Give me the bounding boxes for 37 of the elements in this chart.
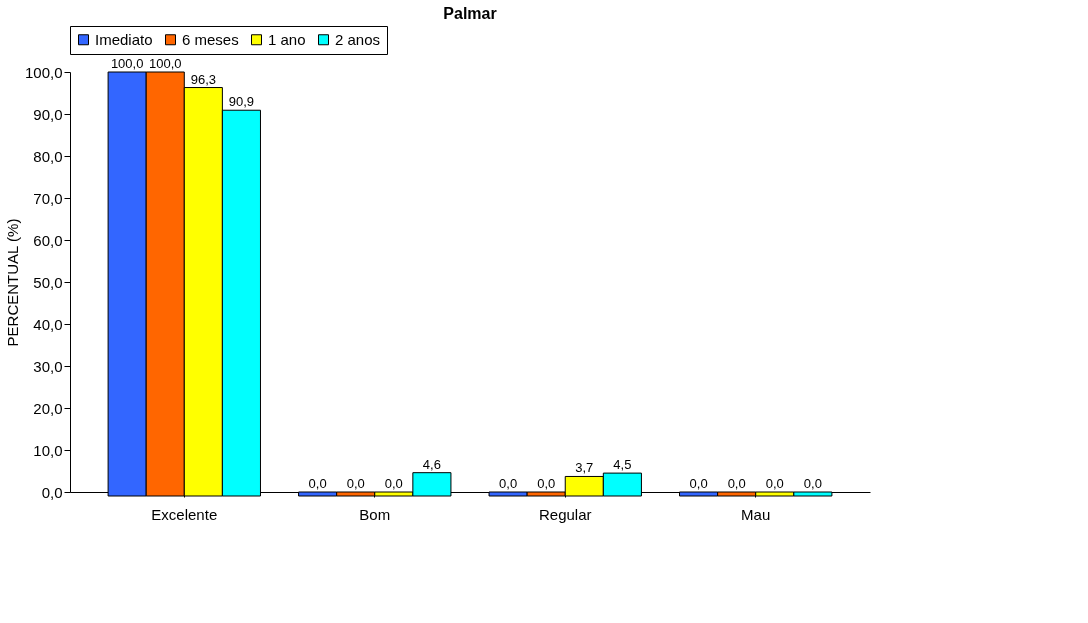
y-tick-label: 80,0: [33, 147, 63, 165]
y-tick-label: 90,0: [33, 105, 63, 123]
chart-title: Palmar: [443, 4, 497, 22]
y-tick-label: 30,0: [33, 357, 63, 375]
data-label: 0,0: [308, 476, 327, 491]
y-tick-label: 20,0: [33, 399, 63, 417]
y-tick-label: 70,0: [33, 189, 63, 207]
legend-label: 6 meses: [182, 30, 239, 48]
legend-label: 2 anos: [335, 30, 381, 48]
y-tick-label: 50,0: [33, 273, 63, 291]
y-tick-label: 100,0: [24, 63, 63, 81]
data-label: 96,3: [190, 71, 216, 87]
data-label: 0,0: [765, 476, 784, 491]
data-label: 90,9: [228, 94, 255, 110]
y-tick-label: 60,0: [33, 231, 63, 249]
legend-label: Imediato: [95, 30, 153, 48]
data-label: 0,0: [346, 476, 365, 491]
x-tick-label: Excelente: [151, 505, 218, 523]
data-label: 0,0: [727, 476, 746, 491]
data-label: 100,0: [148, 56, 182, 71]
data-label: 3,7: [575, 460, 594, 476]
x-tick-label: Mau: [741, 505, 771, 523]
data-label: 0,0: [689, 476, 708, 491]
x-tick-label: Bom: [359, 505, 391, 523]
y-tick-label: 40,0: [33, 315, 63, 333]
y-tick-label: 0,0: [41, 483, 63, 501]
legend-label: 1 ano: [268, 30, 306, 48]
data-label: 100,0: [110, 56, 144, 71]
data-label: 4,6: [422, 456, 441, 472]
y-axis-title: PERCENTUAL (%): [3, 218, 21, 347]
x-tick-label: Regular: [538, 505, 592, 523]
y-tick-label: 10,0: [33, 441, 63, 459]
data-label: 0,0: [384, 476, 403, 491]
data-label: 0,0: [537, 476, 556, 491]
data-label: 4,5: [613, 457, 632, 473]
data-label: 0,0: [499, 476, 518, 491]
data-label: 0,0: [803, 476, 822, 491]
